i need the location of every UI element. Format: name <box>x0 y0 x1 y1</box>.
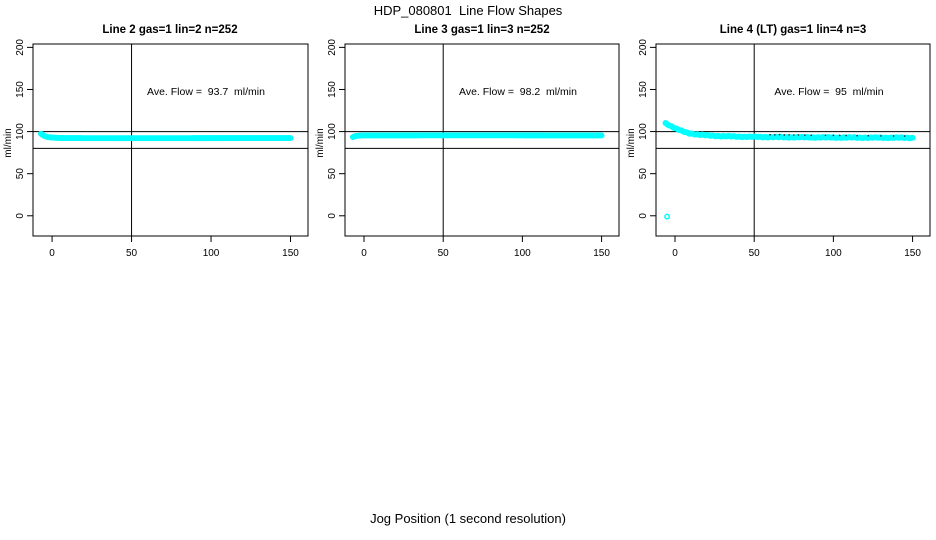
y-tick-label: 100 <box>15 123 26 140</box>
x-tick-label: 150 <box>593 248 610 259</box>
x-tick-label: 150 <box>904 248 921 259</box>
dark-speck-point <box>797 134 800 136</box>
y-tick-label: 50 <box>638 168 649 180</box>
plot-border <box>344 43 620 237</box>
x-tick-label: 50 <box>438 248 450 259</box>
dark-speck-point <box>810 134 813 136</box>
y-tick-label: 200 <box>638 39 649 56</box>
panel-line4-plot-area: 0 50 100 150 0 50 100 150 200 <box>638 39 931 259</box>
dark-speck-point <box>832 134 835 137</box>
panel-line2-ave-flow-annotation: Ave. Flow = 93.7 ml/min <box>147 86 265 98</box>
x-tick-label: 0 <box>361 248 367 259</box>
plot-border <box>655 43 931 237</box>
panel-line4-title: Line 4 (LT) gas=1 lin=4 n=3 <box>720 24 866 36</box>
y-tick-label: 100 <box>327 123 338 140</box>
dark-speck-point <box>788 133 790 136</box>
x-tick-label: 0 <box>49 248 55 259</box>
y-tick-label: 200 <box>327 39 338 56</box>
x-tick-label: 100 <box>203 248 220 259</box>
panel-line2-title: Line 2 gas=1 lin=2 n=252 <box>102 24 237 36</box>
dark-speck-point <box>845 134 847 137</box>
dark-speck-point <box>824 134 827 137</box>
x-tick-label: 50 <box>126 248 138 259</box>
y-tick-label: 200 <box>15 39 26 56</box>
dark-speck-point <box>783 134 786 136</box>
x-tick-label: 100 <box>825 248 842 259</box>
panel-line4-y-axis-label: ml/min <box>626 128 637 157</box>
panel-line4-ave-flow-annotation: Ave. Flow = 95 ml/min <box>774 86 883 98</box>
y-tick-label: 0 <box>15 213 26 219</box>
figure-title: HDP_080801 Line Flow Shapes <box>374 3 563 18</box>
panel-line3-plot-area: 0 50 100 150 0 50 100 150 200 <box>327 39 620 259</box>
dark-speck-point <box>892 135 895 137</box>
y-tick-label: 0 <box>638 213 649 219</box>
data-point <box>598 132 605 139</box>
dark-speck-point <box>903 135 906 137</box>
dark-speck-point <box>792 134 795 136</box>
y-tick-label: 100 <box>638 123 649 140</box>
data-point <box>909 134 916 141</box>
dark-speck-point <box>867 134 870 137</box>
y-tick-label: 50 <box>327 168 338 180</box>
x-tick-label: 100 <box>514 248 531 259</box>
panel-line3-title: Line 3 gas=1 lin=3 n=252 <box>414 24 549 36</box>
y-tick-label: 0 <box>327 213 338 219</box>
panel-line2-y-axis-label: ml/min <box>3 128 14 157</box>
panel-line4: Line 4 (LT) gas=1 lin=4 n=3 Ave. Flow = … <box>626 24 931 259</box>
y-tick-label: 150 <box>327 81 338 98</box>
dark-speck-point <box>856 134 858 137</box>
dark-speck-point <box>804 134 806 136</box>
panel-line3: Line 3 gas=1 lin=3 n=252 Ave. Flow = 98.… <box>315 24 620 259</box>
panel-line3-ave-flow-annotation: Ave. Flow = 98.2 ml/min <box>459 86 577 98</box>
plot-border <box>32 43 309 237</box>
panel-line2-plot-area: 0 50 100 150 0 50 100 150 200 <box>15 39 309 259</box>
x-tick-label: 150 <box>282 248 299 259</box>
dark-speck-point <box>773 134 776 136</box>
panel-line3-y-axis-label: ml/min <box>315 128 326 157</box>
dark-speck-point <box>769 133 771 136</box>
dark-speck-point <box>880 135 882 137</box>
dark-speck-point <box>838 134 841 137</box>
panel-line2: Line 2 gas=1 lin=2 n=252 Ave. Flow = 93.… <box>3 24 309 259</box>
y-tick-label: 50 <box>15 168 26 180</box>
x-axis-title: Jog Position (1 second resolution) <box>370 511 566 526</box>
data-point <box>287 135 294 142</box>
x-tick-label: 50 <box>749 248 761 259</box>
y-tick-label: 150 <box>15 81 26 98</box>
outlier-point <box>664 213 671 220</box>
y-tick-label: 150 <box>638 81 649 98</box>
x-tick-label: 0 <box>672 248 678 259</box>
dark-speck-point <box>778 133 781 136</box>
